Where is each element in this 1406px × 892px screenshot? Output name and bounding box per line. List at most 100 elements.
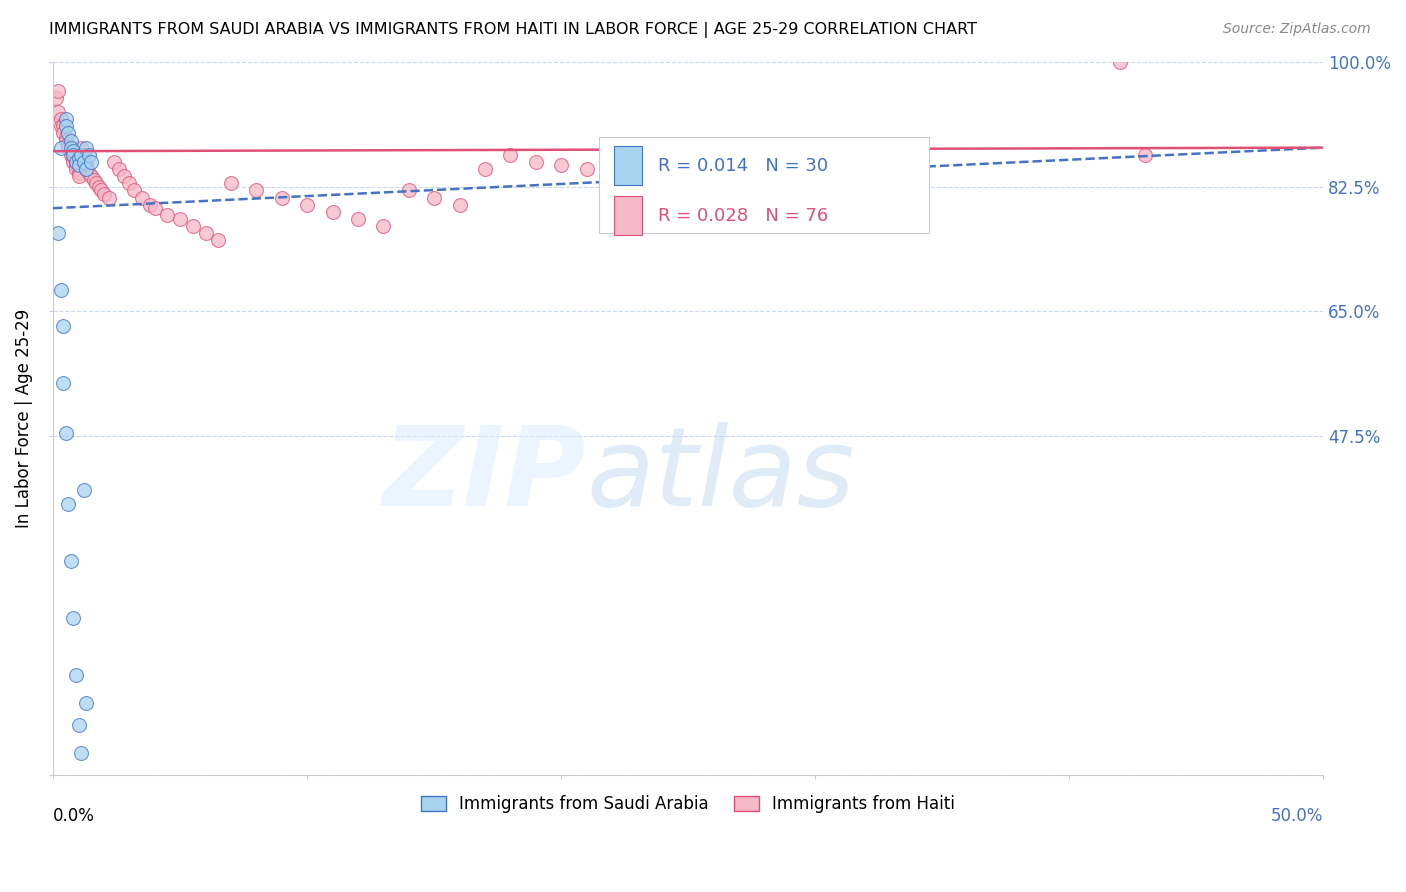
Point	[83, 172, 105, 186]
Point	[59, 554, 82, 568]
Point	[575, 161, 598, 176]
Point	[46, 226, 69, 240]
Point	[70, 746, 93, 760]
Point	[70, 147, 93, 161]
Point	[779, 190, 801, 204]
Point	[58, 141, 80, 155]
Text: 0.0%: 0.0%	[53, 806, 96, 824]
Point	[55, 134, 77, 148]
Point	[124, 183, 146, 197]
Point	[804, 197, 827, 211]
Point	[49, 141, 72, 155]
Point	[58, 137, 80, 152]
Point	[181, 219, 204, 233]
Point	[118, 176, 141, 190]
Point	[98, 190, 121, 204]
Point	[62, 147, 84, 161]
Point	[245, 183, 267, 197]
Point	[499, 147, 522, 161]
Point	[55, 130, 77, 145]
Point	[62, 611, 84, 625]
Point	[103, 154, 125, 169]
Point	[65, 154, 87, 169]
Point	[754, 186, 776, 201]
Point	[75, 696, 97, 710]
Point	[169, 211, 191, 226]
Point	[49, 112, 72, 127]
Point	[524, 154, 547, 169]
Point	[90, 183, 112, 197]
Text: atlas: atlas	[586, 422, 855, 529]
Text: R = 0.028   N = 76: R = 0.028 N = 76	[658, 207, 828, 225]
Point	[58, 497, 80, 511]
Point	[46, 84, 69, 98]
Point	[62, 151, 84, 165]
Legend: Immigrants from Saudi Arabia, Immigrants from Haiti: Immigrants from Saudi Arabia, Immigrants…	[415, 789, 962, 820]
Point	[55, 112, 77, 127]
Point	[52, 318, 75, 333]
Point	[58, 127, 80, 141]
Point	[70, 141, 93, 155]
Point	[728, 183, 751, 197]
Point	[207, 233, 229, 247]
FancyBboxPatch shape	[599, 137, 929, 233]
Point	[65, 161, 87, 176]
Point	[45, 91, 67, 105]
Point	[55, 120, 77, 134]
Point	[49, 120, 72, 134]
Point	[75, 161, 97, 176]
Point	[46, 105, 69, 120]
Point	[112, 169, 135, 183]
Point	[72, 147, 94, 161]
Point	[138, 197, 160, 211]
Point	[108, 161, 131, 176]
Point	[219, 176, 242, 190]
Point	[347, 211, 370, 226]
Point	[905, 219, 928, 233]
Point	[550, 158, 572, 172]
Point	[156, 208, 179, 222]
Point	[72, 154, 94, 169]
Point	[423, 190, 446, 204]
Bar	[614, 196, 643, 235]
Point	[52, 127, 75, 141]
Point	[80, 169, 103, 183]
Point	[194, 226, 217, 240]
Point	[474, 161, 496, 176]
Point	[855, 208, 877, 222]
Point	[55, 425, 77, 440]
Point	[398, 183, 420, 197]
Point	[880, 211, 903, 226]
Point	[77, 165, 100, 179]
Point	[86, 176, 108, 190]
Point	[70, 147, 93, 161]
Point	[80, 154, 103, 169]
Point	[626, 169, 648, 183]
Point	[93, 186, 115, 201]
Point	[62, 145, 84, 159]
Point	[67, 165, 90, 179]
Point	[830, 201, 852, 215]
Text: 50.0%: 50.0%	[1271, 806, 1323, 824]
Text: ZIP: ZIP	[382, 422, 586, 529]
Point	[449, 197, 471, 211]
Point	[322, 204, 344, 219]
Point	[65, 158, 87, 172]
Point	[72, 154, 94, 169]
Bar	[614, 146, 643, 186]
Point	[52, 120, 75, 134]
Point	[75, 141, 97, 155]
Point	[1135, 147, 1157, 161]
Point	[67, 151, 90, 165]
Point	[143, 201, 166, 215]
Text: R = 0.014   N = 30: R = 0.014 N = 30	[658, 157, 828, 175]
Point	[59, 134, 82, 148]
Point	[67, 158, 90, 172]
Text: IMMIGRANTS FROM SAUDI ARABIA VS IMMIGRANTS FROM HAITI IN LABOR FORCE | AGE 25-29: IMMIGRANTS FROM SAUDI ARABIA VS IMMIGRAN…	[49, 22, 977, 38]
Point	[295, 197, 318, 211]
Point	[75, 161, 97, 176]
Point	[131, 190, 153, 204]
Point	[59, 147, 82, 161]
Point	[651, 172, 673, 186]
Point	[59, 141, 82, 155]
